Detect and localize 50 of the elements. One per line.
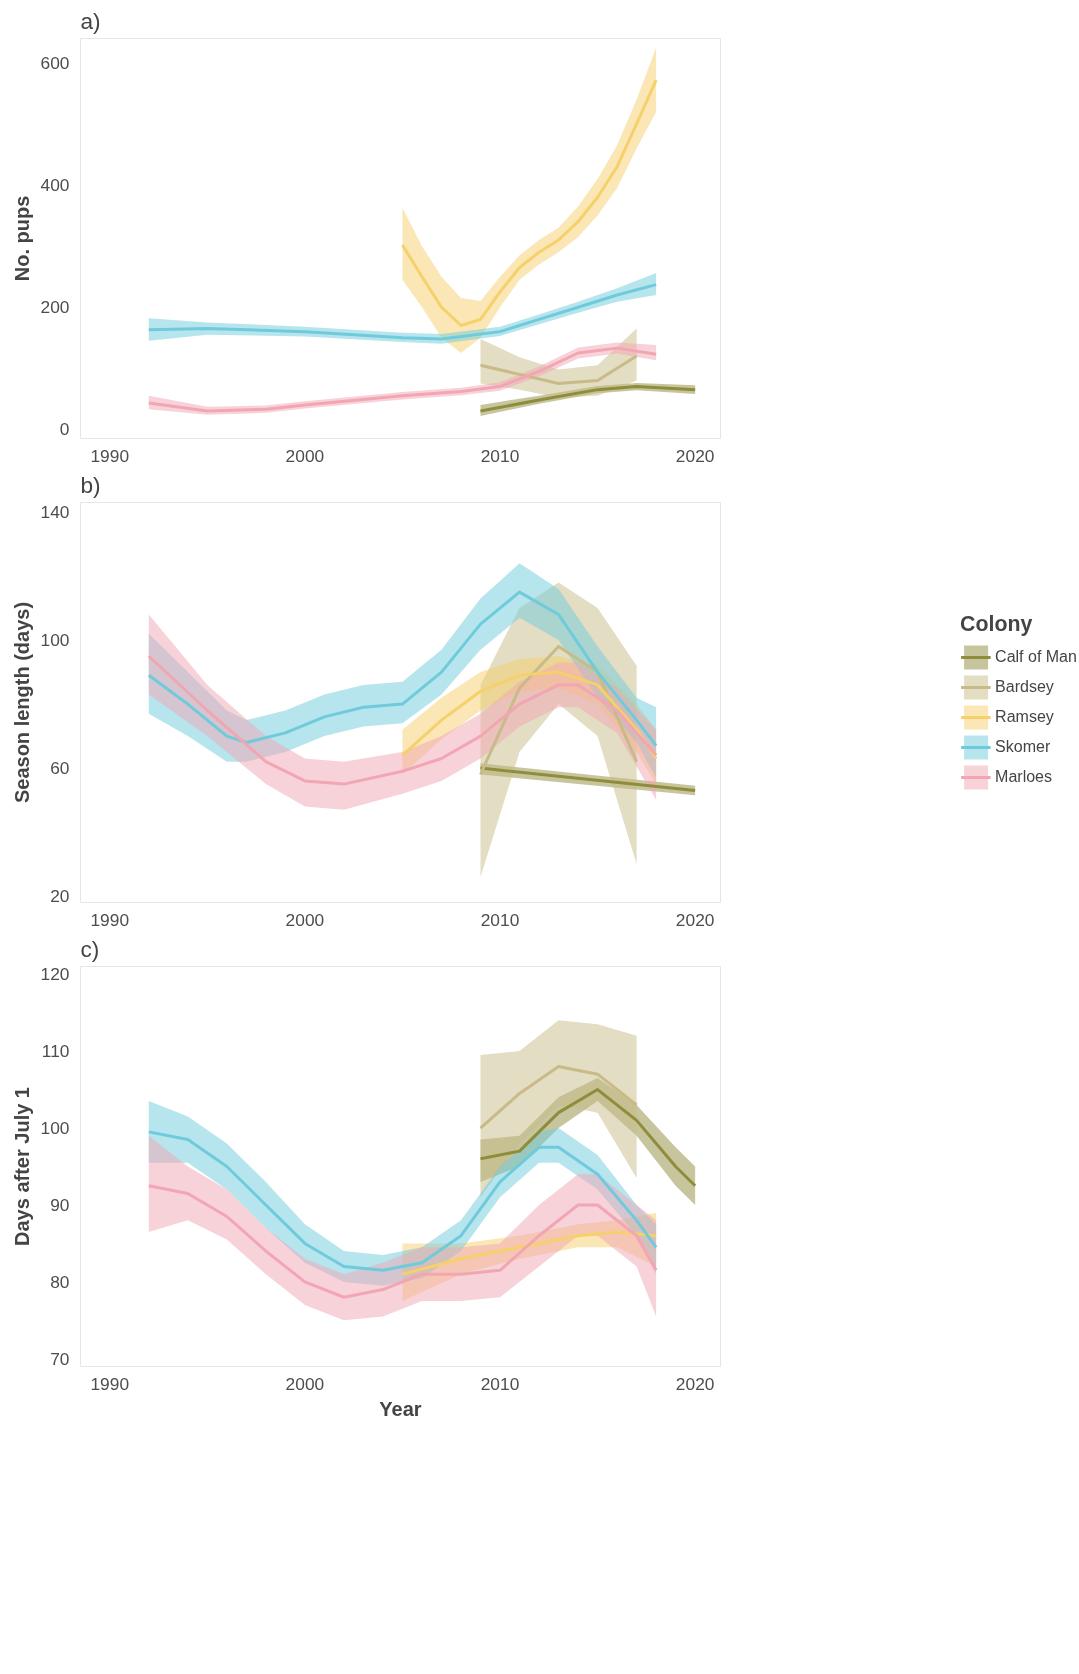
legend-label: Marloes bbox=[995, 768, 1052, 786]
y-tick-label: 110 bbox=[41, 1041, 70, 1062]
line-series bbox=[400, 78, 658, 328]
line-series bbox=[147, 283, 658, 341]
x-tick-label: 2010 bbox=[480, 1373, 520, 1394]
x-tick-label: 2020 bbox=[675, 1373, 715, 1394]
x-tick-label: 2020 bbox=[675, 909, 715, 930]
x-tick-label: 2010 bbox=[480, 909, 520, 930]
y-tick-label: 60 bbox=[50, 758, 70, 779]
y-tick-label: 20 bbox=[50, 886, 70, 907]
legend-label: Ramsey bbox=[995, 708, 1054, 726]
x-tick-label: 1990 bbox=[90, 445, 130, 466]
legend-label: Bardsey bbox=[995, 678, 1054, 696]
y-tick-label: 140 bbox=[40, 502, 70, 523]
chart-title: c) bbox=[80, 935, 100, 962]
line-series bbox=[147, 1130, 658, 1272]
x-tick-label: 2020 bbox=[675, 445, 715, 466]
line-series bbox=[479, 1065, 639, 1130]
line-series bbox=[479, 354, 639, 386]
legend-label: Calf of Man bbox=[995, 648, 1077, 666]
x-tick-label: 2000 bbox=[285, 909, 325, 930]
legend-title: Colony bbox=[960, 612, 1034, 637]
y-tick-label: 600 bbox=[40, 52, 70, 73]
x-tick-label: 2000 bbox=[285, 1373, 325, 1394]
x-axis-title: Year bbox=[379, 1397, 422, 1420]
y-tick-label: 0 bbox=[59, 419, 70, 440]
chart-title: a) bbox=[80, 7, 101, 34]
y-tick-label: 80 bbox=[50, 1271, 70, 1292]
y-tick-label: 100 bbox=[40, 1118, 70, 1139]
y-tick-label: 70 bbox=[50, 1348, 70, 1369]
chart-title: b) bbox=[80, 471, 101, 498]
line-series bbox=[147, 1184, 658, 1299]
y-tick-label: 400 bbox=[40, 175, 70, 196]
y-tick-label: 100 bbox=[40, 630, 70, 651]
line-series bbox=[400, 670, 658, 760]
line-series bbox=[479, 1088, 697, 1188]
y-tick-label: 90 bbox=[50, 1194, 70, 1215]
y-axis-title: No. pups bbox=[10, 195, 33, 282]
x-tick-label: 2010 bbox=[480, 445, 520, 466]
y-axis-title: Days after July 1 bbox=[10, 1087, 33, 1246]
line-series bbox=[147, 590, 658, 748]
x-tick-label: 1990 bbox=[90, 909, 130, 930]
legend-label: Skomer bbox=[995, 738, 1051, 756]
x-tick-label: 1990 bbox=[90, 1373, 130, 1394]
y-tick-label: 200 bbox=[40, 297, 70, 318]
y-tick-label: 120 bbox=[40, 964, 70, 985]
x-tick-label: 2000 bbox=[285, 445, 325, 466]
line-series bbox=[400, 1230, 658, 1276]
y-axis-title: Season length (days) bbox=[10, 601, 33, 804]
line-series bbox=[147, 654, 658, 786]
